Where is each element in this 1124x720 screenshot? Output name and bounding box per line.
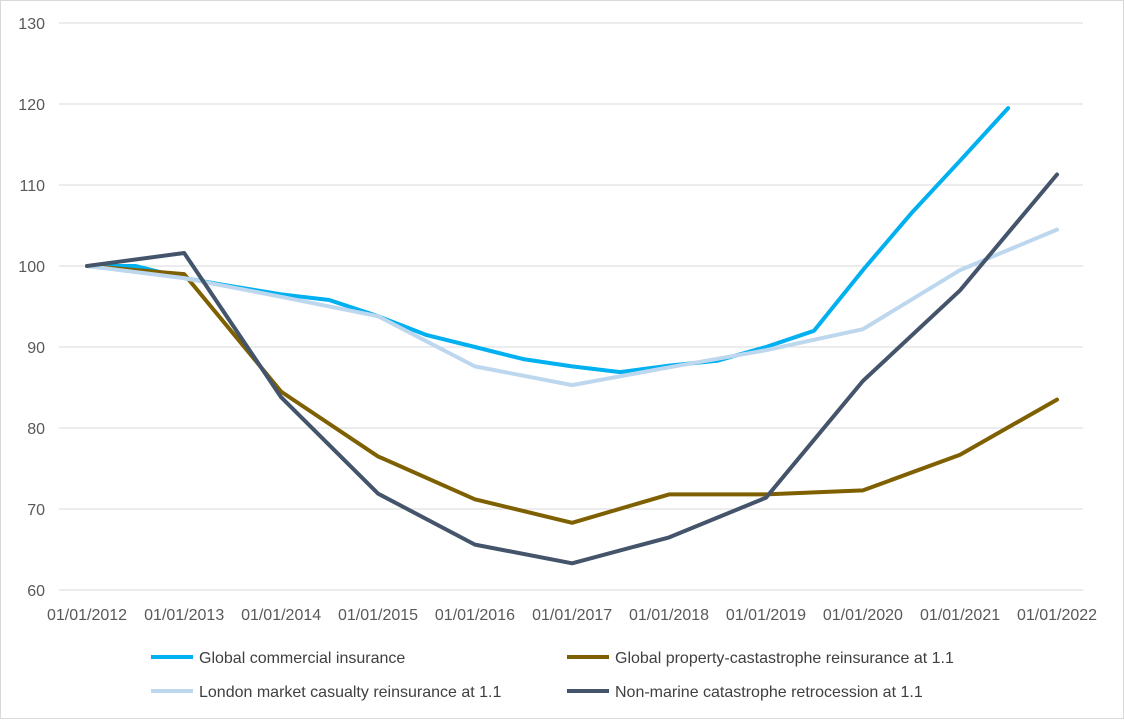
series-line-1 (85, 264, 1059, 525)
x-tick-label-10: 01/01/2022 (1017, 607, 1097, 624)
series-line-3 (85, 172, 1059, 566)
x-tick-label-2: 01/01/2014 (241, 607, 321, 624)
y-tick-label-70: 70 (27, 502, 45, 519)
x-tick-label-7: 01/01/2019 (726, 607, 806, 624)
x-axis-tick-labels: 01/01/2012 01/01/2013 01/01/2014 01/01/2015… (47, 607, 1097, 624)
x-tick-label-1: 01/01/2013 (144, 607, 224, 624)
gridlines (59, 22, 1083, 591)
legend: Global commercial insurance Global proper… (151, 650, 954, 701)
y-tick-label-60: 60 (27, 583, 45, 600)
x-tick-label-8: 01/01/2020 (823, 607, 903, 624)
y-tick-label-90: 90 (27, 340, 45, 357)
y-tick-label-80: 80 (27, 421, 45, 438)
y-tick-label-120: 120 (18, 97, 45, 114)
x-tick-label-5: 01/01/2017 (532, 607, 612, 624)
y-axis-tick-labels: 60 70 80 90 100 110 120 130 (18, 16, 45, 600)
y-tick-label-110: 110 (19, 178, 45, 195)
legend-label-0: Global commercial insurance (199, 650, 405, 667)
legend-label-3: Non-marine catastrophe retrocession at 1… (615, 684, 923, 701)
x-tick-label-3: 01/01/2015 (338, 607, 418, 624)
x-tick-label-6: 01/01/2018 (629, 607, 709, 624)
x-tick-label-4: 01/01/2016 (435, 607, 515, 624)
y-tick-label-100: 100 (18, 259, 45, 276)
legend-label-1: Global property-castastrophe reinsurance… (615, 650, 954, 667)
y-tick-label-130: 130 (18, 16, 45, 33)
series-line-0 (85, 106, 1011, 375)
series-line-2 (85, 227, 1059, 388)
legend-label-2: London market casualty reinsurance at 1.… (199, 684, 502, 701)
x-tick-label-0: 01/01/2012 (47, 607, 127, 624)
series-lines (85, 106, 1059, 566)
x-tick-label-9: 01/01/2021 (920, 607, 1000, 624)
